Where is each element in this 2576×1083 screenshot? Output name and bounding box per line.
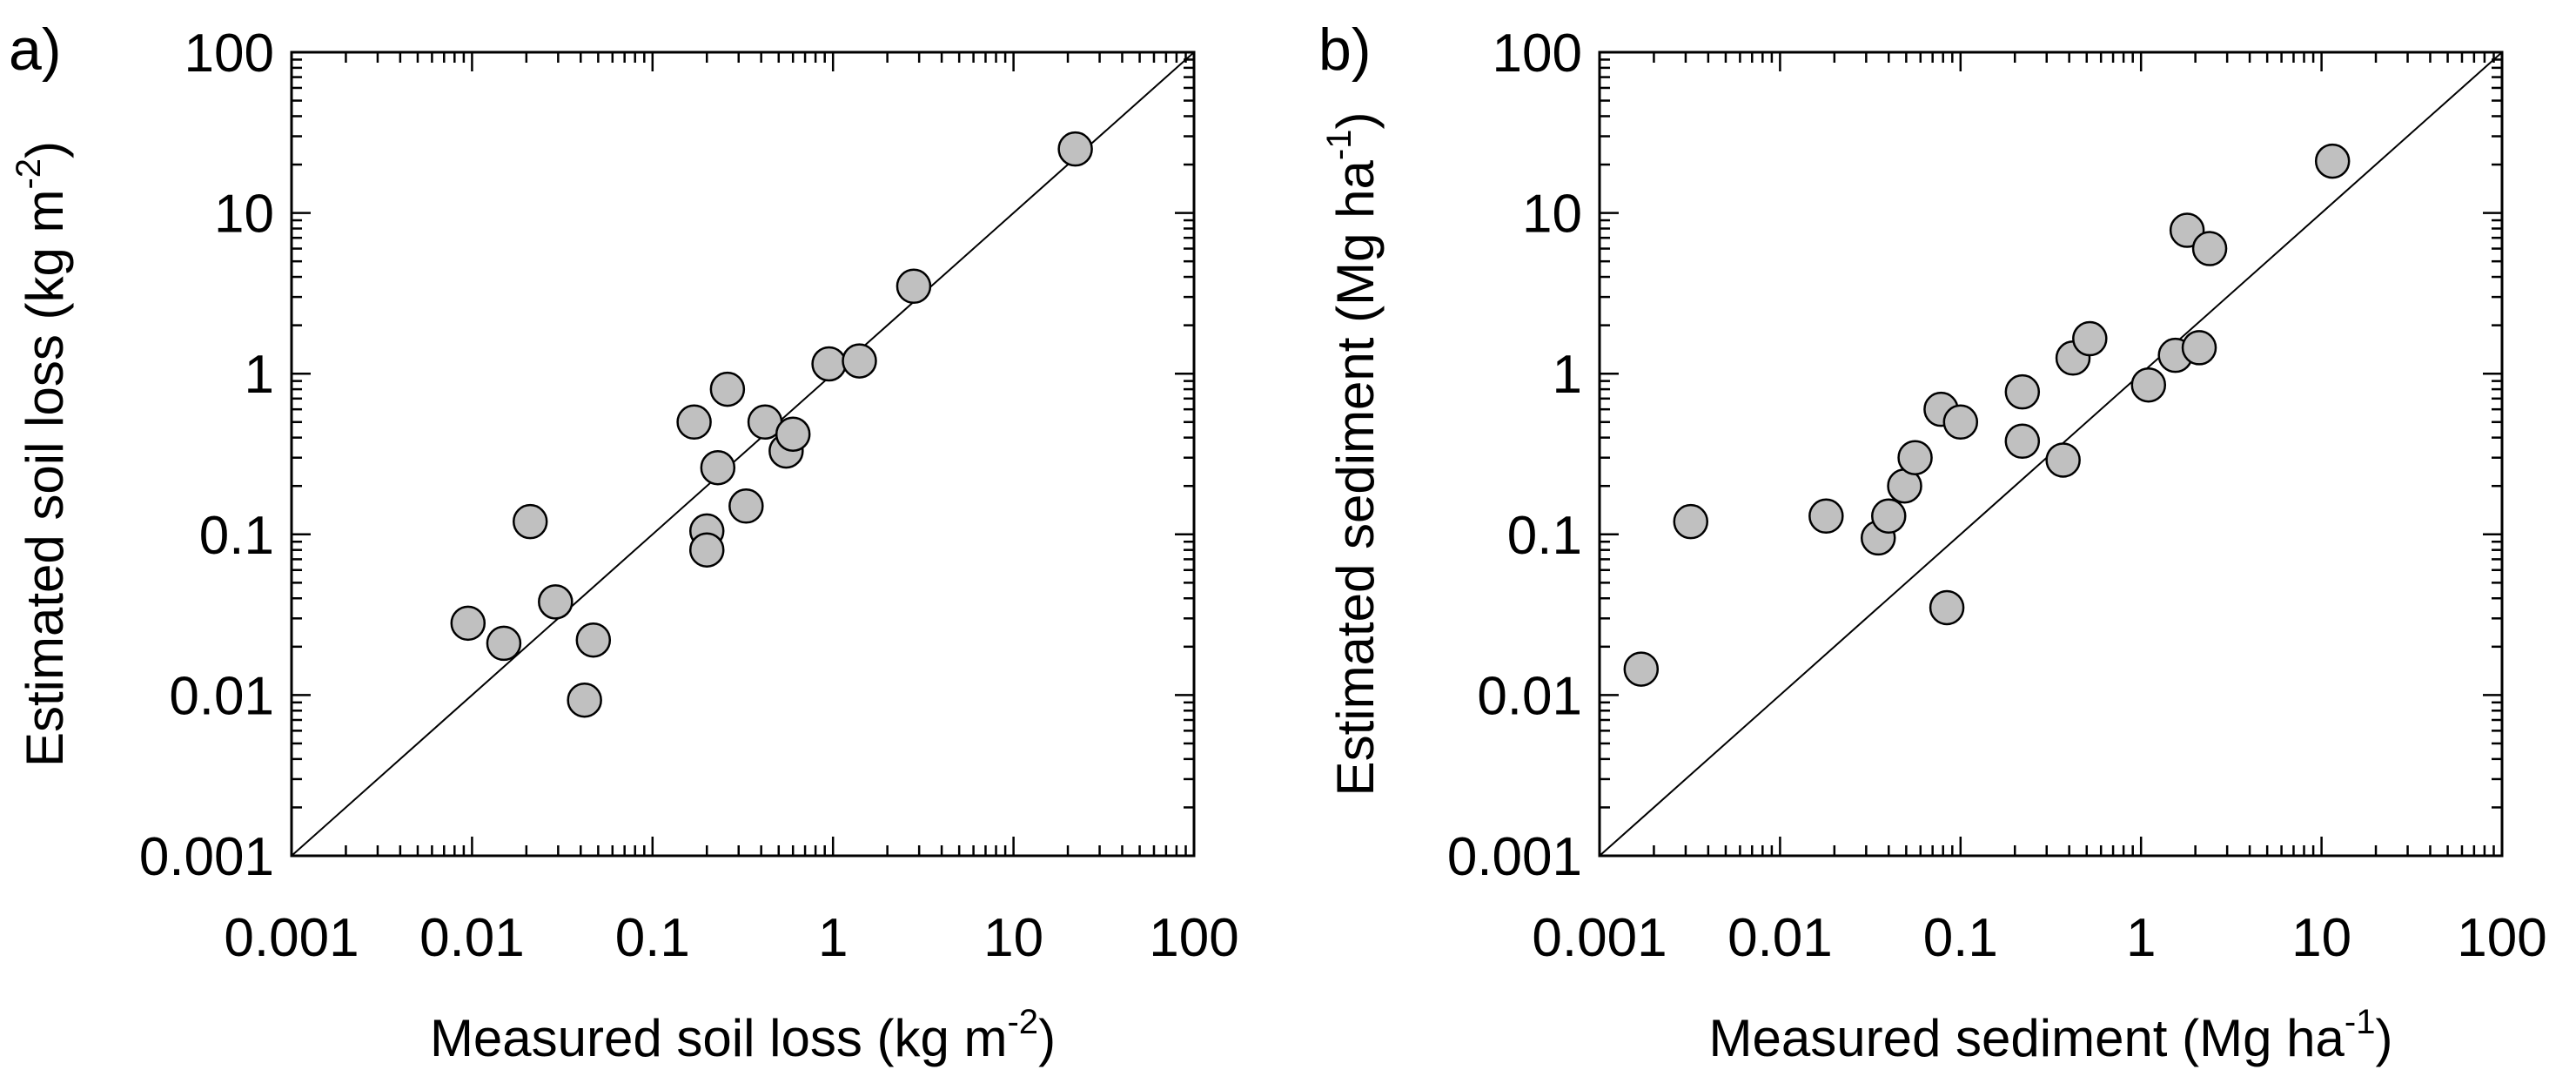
y-tick-label: 100	[184, 24, 274, 84]
y-tick-label: 0.001	[1447, 827, 1582, 887]
data-point	[450, 605, 486, 642]
x-tick-label: 1	[818, 908, 848, 968]
x-tick-label: 100	[1149, 908, 1238, 968]
data-point	[486, 625, 522, 662]
data-point	[2045, 442, 2081, 478]
x-tick-label: 0.01	[1727, 908, 1833, 968]
plot-frame	[290, 50, 1196, 858]
data-point	[1929, 589, 1965, 626]
data-point	[688, 532, 725, 568]
y-tick-label: 0.1	[1507, 506, 1582, 566]
data-point	[567, 682, 602, 718]
data-point	[1808, 498, 1844, 535]
plot-frame	[1598, 50, 2504, 858]
x-tick-label: 10	[2291, 908, 2351, 968]
x-tick-label: 0.1	[1923, 908, 1998, 968]
data-point	[896, 268, 932, 305]
x-tick-label: 10	[983, 908, 1043, 968]
data-point	[1942, 404, 1979, 441]
y-tick-label: 100	[1493, 24, 1582, 84]
y-tick-label: 0.001	[139, 827, 274, 887]
y-axis-label: Estimated soil loss (kg m-2)	[10, 141, 74, 767]
data-point	[811, 346, 847, 382]
y-tick-label: 0.01	[1477, 666, 1582, 726]
one-to-one-line	[291, 51, 1195, 857]
panel-b: 0.001 0.01 0.1 1 10 100 0.001 0.01 0.1 1 10 100 Meas…	[1318, 17, 2547, 1067]
x-tick-label: 0.001	[224, 908, 359, 968]
y-tick-label: 10	[1522, 185, 1582, 245]
x-tick-label: 1	[2126, 908, 2156, 968]
data-point	[842, 343, 877, 379]
data-point	[2004, 423, 2041, 460]
data-point	[728, 488, 764, 524]
data-point	[2004, 373, 2041, 410]
x-tick-label: 0.001	[1532, 908, 1667, 968]
panel-a: 0.001 0.01 0.1 1 10 100 0.001 0.01 0.1 1 10 100 Meas…	[9, 17, 1239, 1067]
data-point	[1897, 440, 1933, 475]
data-point	[709, 371, 746, 407]
y-tick-label: 1	[1553, 345, 1582, 405]
panel-label: b)	[1318, 17, 1371, 83]
data-point	[1057, 131, 1093, 167]
x-tick-label: 100	[2457, 908, 2546, 968]
data-point	[2181, 330, 2217, 366]
data-point	[676, 404, 712, 441]
data-point	[700, 449, 736, 486]
y-axis-label: Estimated sediment (Mg ha-1)	[1320, 112, 1385, 797]
y-tick-label: 1	[245, 345, 274, 405]
data-point	[1871, 498, 1907, 535]
data-point	[2072, 320, 2108, 357]
data-point	[538, 584, 574, 620]
panel-label: a)	[9, 17, 61, 83]
x-tick-label: 0.1	[615, 908, 690, 968]
data-point	[575, 622, 612, 658]
data-point	[1673, 503, 1709, 540]
data-point	[2314, 143, 2351, 179]
data-point	[512, 503, 548, 540]
data-point	[2130, 367, 2167, 403]
y-tick-label: 0.01	[169, 666, 274, 726]
x-axis-label: Measured sediment (Mg ha-1)	[1709, 1003, 2393, 1067]
data-point	[775, 416, 811, 452]
x-axis-label: Measured soil loss (kg m-2)	[430, 1003, 1056, 1067]
x-tick-label: 0.01	[419, 908, 525, 968]
y-tick-label: 0.1	[199, 506, 274, 566]
y-tick-label: 10	[214, 185, 274, 245]
data-point	[1623, 651, 1660, 687]
data-point	[2191, 231, 2228, 266]
